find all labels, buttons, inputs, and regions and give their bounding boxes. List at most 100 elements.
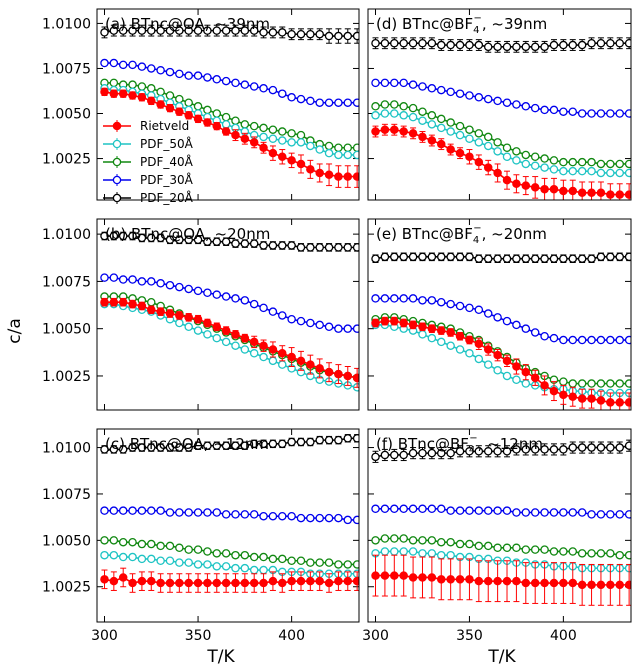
data-point: [371, 294, 380, 303]
data-point: [165, 67, 175, 77]
data-point: [380, 125, 390, 134]
y-tick-label: 1.0075: [42, 61, 91, 77]
data-point: [287, 156, 296, 165]
data-point: [231, 341, 240, 350]
data-point: [399, 504, 408, 514]
data-point: [371, 318, 380, 328]
data-point: [221, 510, 231, 519]
data-point: [371, 504, 380, 514]
data-point: [156, 66, 165, 75]
data-point: [268, 511, 278, 521]
data-point: [259, 578, 268, 588]
panel-title-superscript: −: [473, 223, 481, 234]
data-point: [128, 60, 137, 70]
series-line: [104, 276, 358, 330]
data-point: [568, 254, 578, 263]
data-point: [390, 571, 399, 580]
data-point: [568, 547, 578, 556]
data-point: [437, 537, 446, 547]
data-point: [587, 188, 596, 198]
data-point: [287, 29, 296, 39]
series-PDF50: [371, 109, 631, 178]
data-point: [437, 448, 446, 458]
series-line: [104, 539, 358, 566]
data-point: [147, 26, 156, 35]
data-point: [259, 439, 268, 449]
data-point: [278, 28, 287, 37]
data-point: [165, 26, 175, 35]
data-point: [474, 254, 484, 263]
data-point: [184, 508, 193, 517]
data-point: [474, 506, 484, 515]
data-point: [596, 38, 606, 48]
data-point: [324, 367, 334, 377]
data-point: [502, 254, 512, 263]
data-point: [259, 123, 268, 133]
data-point: [175, 443, 184, 452]
data-point: [606, 190, 615, 199]
plot-area-e: [371, 252, 631, 410]
data-point: [212, 290, 222, 299]
data-point: [193, 235, 203, 245]
data-point: [418, 132, 427, 142]
data-point: [165, 556, 175, 566]
data-point: [352, 373, 359, 383]
data-point: [390, 547, 399, 556]
data-point: [399, 450, 408, 460]
data-point: [418, 252, 427, 262]
data-point: [212, 109, 222, 118]
data-point: [109, 89, 119, 98]
data-point: [137, 62, 147, 71]
data-point: [203, 330, 212, 339]
data-point: [352, 576, 359, 586]
data-point: [268, 28, 278, 37]
data-point: [278, 152, 287, 162]
data-point: [278, 241, 287, 250]
data-point: [212, 578, 222, 588]
data-point: [203, 118, 212, 127]
series-line: [104, 82, 358, 149]
panel-title-subscript: 4: [469, 445, 475, 456]
legend-label: PDF_40Å: [140, 154, 194, 169]
data-point: [175, 311, 184, 320]
data-point: [521, 102, 531, 111]
data-point: [184, 313, 193, 322]
data-point: [530, 161, 540, 171]
data-point: [615, 168, 624, 178]
data-point: [455, 345, 465, 354]
y-tick-label: 1.0075: [42, 487, 91, 503]
data-point: [118, 573, 128, 582]
panel-title-subscript: 4: [473, 25, 479, 36]
data-point: [587, 510, 596, 519]
data-point: [446, 537, 455, 547]
series-PDF30: [371, 294, 631, 345]
data-point: [231, 550, 240, 560]
data-point: [287, 129, 296, 138]
y-tick-label: 1.0050: [42, 533, 91, 549]
data-point: [212, 121, 222, 131]
series-Rietveld: [100, 567, 359, 593]
data-point: [493, 168, 502, 178]
data-point: [624, 379, 631, 388]
data-point: [587, 443, 596, 452]
data-point: [549, 333, 559, 343]
data-point: [324, 513, 334, 523]
data-point: [568, 392, 578, 402]
series-PDF40: [100, 78, 359, 152]
y-tick-label: 1.0050: [42, 322, 91, 338]
data-point: [137, 539, 147, 549]
data-point: [315, 576, 324, 586]
series-Rietveld: [100, 297, 359, 388]
data-point: [240, 80, 250, 89]
data-point: [606, 443, 615, 452]
data-point: [212, 549, 222, 558]
data-point: [549, 165, 559, 174]
data-point: [212, 237, 222, 246]
data-point: [540, 381, 549, 390]
data-point: [493, 96, 502, 106]
data-point: [587, 549, 596, 558]
y-tick-label: 1.0100: [42, 16, 91, 32]
panel-title: (c) BTnc@OA, ~12nm: [105, 435, 269, 453]
data-point: [502, 506, 512, 515]
data-point: [399, 102, 408, 111]
